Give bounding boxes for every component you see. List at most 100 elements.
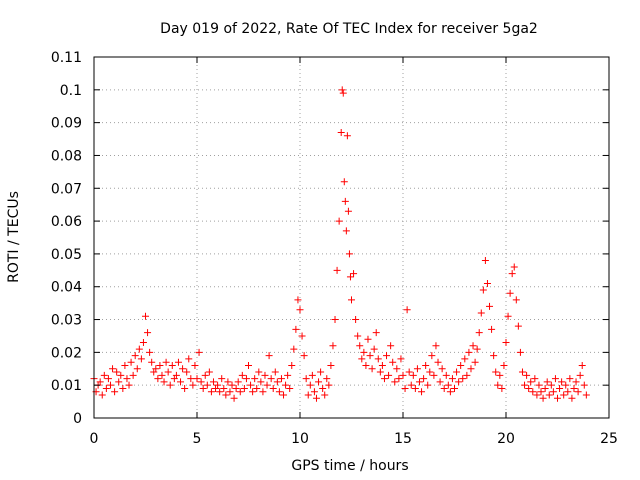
data-point	[440, 384, 448, 392]
chart-title: Day 019 of 2022, Rate Of TEC Index for r…	[160, 21, 538, 37]
data-point	[226, 388, 234, 396]
data-point	[568, 394, 576, 402]
data-point	[308, 371, 316, 379]
data-point	[426, 368, 434, 376]
data-point	[479, 286, 487, 294]
data-point	[125, 381, 133, 389]
data-point	[340, 178, 348, 186]
x-tick-label: 15	[394, 431, 412, 447]
data-point	[352, 316, 360, 324]
data-point	[100, 371, 108, 379]
data-point	[527, 378, 535, 386]
data-point	[391, 378, 399, 386]
data-point	[294, 296, 302, 304]
data-point	[222, 391, 230, 399]
data-point	[549, 388, 557, 396]
data-point	[327, 361, 335, 369]
data-point	[541, 384, 549, 392]
data-point	[543, 378, 551, 386]
y-tick-label: 0.04	[51, 280, 82, 296]
data-point	[135, 345, 143, 353]
data-point	[240, 384, 248, 392]
data-point	[312, 394, 320, 402]
y-axis-label: ROTI / TECUs	[6, 191, 22, 283]
data-point	[510, 263, 518, 271]
data-point	[545, 391, 553, 399]
data-point	[434, 358, 442, 366]
data-point	[203, 381, 211, 389]
data-point	[551, 375, 559, 383]
data-point	[115, 378, 123, 386]
data-point	[475, 329, 483, 337]
data-point	[310, 388, 318, 396]
data-point	[195, 348, 203, 356]
data-point	[232, 384, 240, 392]
data-point	[411, 384, 419, 392]
data-point	[436, 378, 444, 386]
data-point	[323, 375, 331, 383]
data-point	[582, 391, 590, 399]
data-point	[236, 388, 244, 396]
x-tick-label: 0	[90, 431, 99, 447]
data-point	[481, 256, 489, 264]
data-point	[383, 352, 391, 360]
data-point	[253, 384, 261, 392]
data-point	[356, 342, 364, 350]
data-point	[342, 227, 350, 235]
data-point	[306, 381, 314, 389]
data-point	[96, 378, 104, 386]
data-point	[158, 371, 166, 379]
data-point	[362, 361, 370, 369]
data-point	[238, 371, 246, 379]
data-point	[566, 375, 574, 383]
data-point	[562, 381, 570, 389]
data-point	[142, 312, 149, 320]
data-point	[457, 361, 465, 369]
data-point	[444, 381, 452, 389]
data-point	[271, 368, 279, 376]
data-point	[420, 375, 428, 383]
data-point	[290, 345, 298, 353]
data-point	[179, 365, 187, 373]
data-point	[119, 384, 127, 392]
data-point	[486, 302, 494, 310]
data-point	[156, 361, 164, 369]
data-point	[109, 365, 117, 373]
data-point	[471, 358, 479, 366]
data-point	[360, 348, 368, 356]
data-point	[560, 391, 568, 399]
data-point	[376, 368, 384, 376]
data-point	[378, 361, 386, 369]
data-point	[385, 371, 393, 379]
y-tick-label: 0.01	[51, 378, 82, 394]
data-point	[506, 289, 514, 297]
data-point	[189, 381, 197, 389]
data-point	[280, 391, 288, 399]
data-point	[247, 381, 255, 389]
data-point	[339, 89, 347, 97]
data-point	[508, 270, 516, 278]
data-point	[193, 375, 201, 383]
data-point	[187, 375, 195, 383]
data-point	[453, 368, 461, 376]
data-point	[368, 365, 376, 373]
data-point	[172, 371, 180, 379]
data-point	[531, 375, 539, 383]
data-point	[405, 368, 413, 376]
x-tick-label: 25	[600, 431, 618, 447]
data-point	[422, 361, 430, 369]
y-tick-label: 0.08	[51, 148, 82, 164]
data-point	[498, 384, 506, 392]
data-point	[329, 342, 337, 350]
data-point	[197, 378, 205, 386]
data-point	[168, 361, 176, 369]
data-point	[438, 365, 446, 373]
data-point	[344, 207, 352, 215]
data-point	[554, 394, 561, 402]
data-point	[144, 329, 152, 337]
data-point	[117, 371, 125, 379]
data-point	[234, 378, 242, 386]
data-point	[341, 197, 349, 205]
data-point	[397, 355, 405, 363]
data-point	[131, 352, 139, 360]
